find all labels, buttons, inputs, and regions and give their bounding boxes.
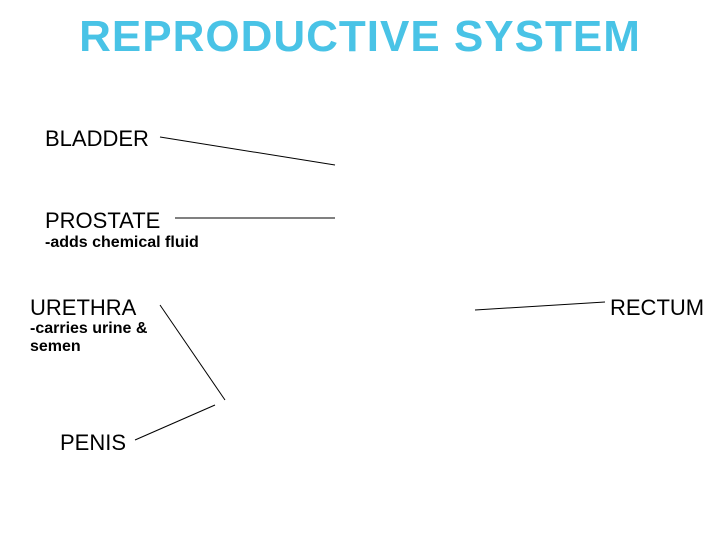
- connector-line: [160, 305, 225, 400]
- label-rectum: RECTUM: [610, 295, 704, 321]
- connector-line: [475, 302, 605, 310]
- connector-lines: [0, 0, 720, 540]
- label-penis: PENIS: [60, 430, 126, 456]
- label-urethra: URETHRA: [30, 295, 136, 321]
- connector-line: [135, 405, 215, 440]
- diagram-stage: REPRODUCTIVE SYSTEM BLADDER PROSTATE -ad…: [0, 0, 720, 540]
- label-prostate: PROSTATE: [45, 208, 160, 234]
- page-title: REPRODUCTIVE SYSTEM: [0, 12, 720, 62]
- label-urethra-sub1: -carries urine &: [30, 320, 147, 338]
- label-bladder: BLADDER: [45, 126, 149, 152]
- label-urethra-sub2: semen: [30, 338, 81, 356]
- label-prostate-sub: -adds chemical fluid: [45, 234, 199, 252]
- connector-line: [160, 137, 335, 165]
